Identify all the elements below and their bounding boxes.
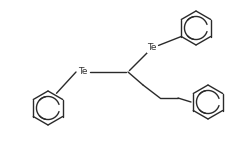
Text: Te: Te bbox=[147, 44, 156, 52]
Text: Te: Te bbox=[78, 68, 88, 77]
